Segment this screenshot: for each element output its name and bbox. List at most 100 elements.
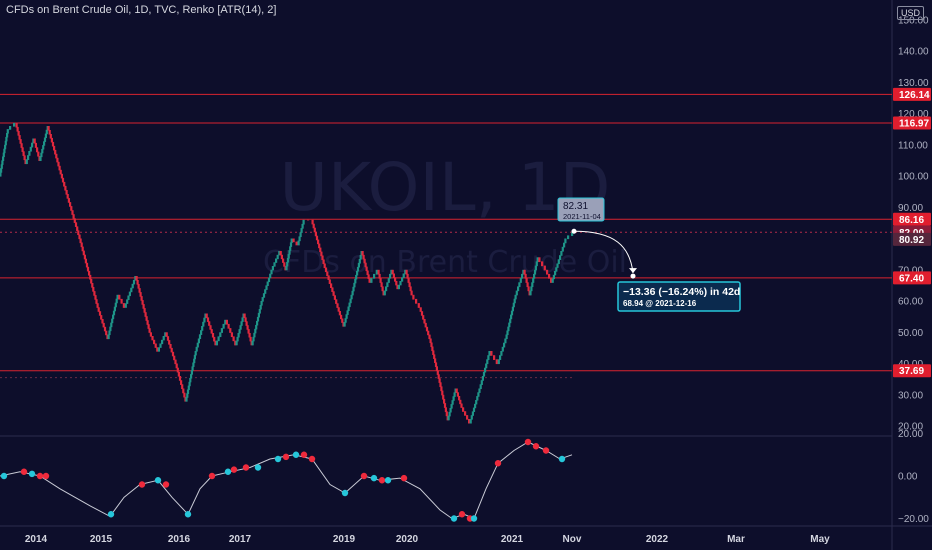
renko-brick-371 xyxy=(439,382,442,388)
renko-brick-304 xyxy=(356,270,359,276)
renko-brick-53 xyxy=(57,161,60,167)
renko-brick-13 xyxy=(13,122,16,127)
renko-brick-335 xyxy=(394,277,397,282)
oscillator-dot-24 xyxy=(384,477,392,484)
renko-brick-340 xyxy=(401,277,404,282)
renko-brick-342 xyxy=(404,269,407,275)
renko-brick-464 xyxy=(554,271,557,276)
renko-brick-245 xyxy=(283,262,286,267)
renko-brick-126 xyxy=(142,304,145,309)
oscillator-dot-32 xyxy=(532,443,540,450)
renko-brick-338 xyxy=(397,284,400,290)
renko-brick-430 xyxy=(510,310,514,316)
renko-brick-263 xyxy=(307,219,310,221)
renko-brick-25 xyxy=(27,155,30,160)
time-tick-4: 2019 xyxy=(333,534,356,545)
oscillator-dot-29 xyxy=(470,515,478,522)
renko-brick-436 xyxy=(517,286,520,292)
renko-brick-448 xyxy=(530,286,533,292)
renko-brick-191 xyxy=(217,336,220,342)
renko-brick-167 xyxy=(190,370,193,375)
renko-brick-213 xyxy=(246,325,249,330)
renko-brick-419 xyxy=(499,355,502,360)
time-axis[interactable]: 2014 2015 2016 2017 2019 2020 2021 Nov 2022 Mar Ma… xyxy=(25,534,830,545)
renko-brick-257 xyxy=(297,240,300,246)
renko-brick-433 xyxy=(513,298,516,304)
renko-brick-84 xyxy=(92,287,95,292)
renko-brick-244 xyxy=(282,258,285,263)
renko-brick-411 xyxy=(485,363,488,369)
renko-brick-358 xyxy=(427,330,430,336)
time-tick-2: 2016 xyxy=(168,534,191,545)
renko-brick-413 xyxy=(487,355,490,360)
projection-target-marker xyxy=(630,273,636,279)
renko-brick-194 xyxy=(222,323,225,329)
renko-brick-135 xyxy=(153,339,156,345)
oscillator-dot-22 xyxy=(370,474,378,482)
renko-brick-165 xyxy=(189,377,192,383)
renko-brick-383 xyxy=(450,404,453,409)
renko-bricks xyxy=(0,122,574,424)
oscillator-dot-13 xyxy=(242,464,250,471)
renko-brick-437 xyxy=(518,282,521,288)
renko-brick-337 xyxy=(396,284,399,290)
oscillator-dot-11 xyxy=(224,468,232,475)
renko-brick-215 xyxy=(248,333,251,338)
renko-brick-141 xyxy=(162,336,165,341)
renko-brick-469 xyxy=(560,251,563,256)
renko-brick-177 xyxy=(200,330,203,335)
renko-brick-452 xyxy=(533,269,537,275)
renko-brick-439 xyxy=(521,273,524,279)
renko-brick-332 xyxy=(390,269,393,275)
horizontal-levels xyxy=(0,93,892,379)
renko-brick-294 xyxy=(346,310,349,315)
renko-brick-17 xyxy=(18,135,21,140)
renko-brick-104 xyxy=(113,306,116,312)
projection-curve xyxy=(573,230,634,274)
renko-brick-205 xyxy=(238,329,241,334)
renko-brick-147 xyxy=(170,347,173,353)
level-badge-2-label: 86.16 xyxy=(899,215,924,226)
renko-brick-314 xyxy=(365,266,368,272)
renko-brick-86 xyxy=(94,295,97,300)
renko-brick-362 xyxy=(431,346,434,352)
renko-brick-106 xyxy=(115,298,118,304)
renko-brick-112 xyxy=(126,299,129,304)
renko-brick-15 xyxy=(16,126,19,132)
renko-brick-250 xyxy=(287,254,290,259)
renko-brick-327 xyxy=(383,290,386,296)
renko-brick-386 xyxy=(453,392,456,397)
renko-brick-384 xyxy=(451,400,454,405)
renko-brick-187 xyxy=(211,333,215,338)
renko-brick-271 xyxy=(319,247,322,253)
renko-brick-74 xyxy=(81,246,84,252)
currency-button[interactable]: USD xyxy=(896,6,924,20)
renko-brick-347 xyxy=(409,286,412,292)
renko-brick-8 xyxy=(4,140,7,146)
oscillator-dot-18 xyxy=(300,451,308,458)
renko-brick-458 xyxy=(543,265,546,271)
renko-brick-222 xyxy=(255,324,258,330)
renko-brick-133 xyxy=(149,332,152,337)
renko-brick-423 xyxy=(504,338,507,344)
renko-brick-61 xyxy=(66,194,69,199)
renko-brick-211 xyxy=(244,317,247,322)
renko-brick-396 xyxy=(468,419,471,424)
oscillator-axis: 20.00 0.00 −20.00 xyxy=(898,429,929,525)
renko-brick-302 xyxy=(354,278,357,284)
oscillator-dot-15 xyxy=(274,455,282,463)
renko-brick-431 xyxy=(511,306,514,312)
renko-brick-403 xyxy=(476,396,479,401)
renko-brick-152 xyxy=(176,367,179,373)
renko-brick-260 xyxy=(300,228,303,233)
renko-brick-353 xyxy=(420,311,424,316)
renko-brick-270 xyxy=(318,243,321,249)
renko-brick-376 xyxy=(443,403,447,408)
renko-brick-47 xyxy=(50,137,53,143)
renko-brick-343 xyxy=(405,269,408,275)
renko-brick-7 xyxy=(4,144,7,150)
renko-brick-352 xyxy=(419,307,422,312)
renko-brick-405 xyxy=(478,388,481,393)
